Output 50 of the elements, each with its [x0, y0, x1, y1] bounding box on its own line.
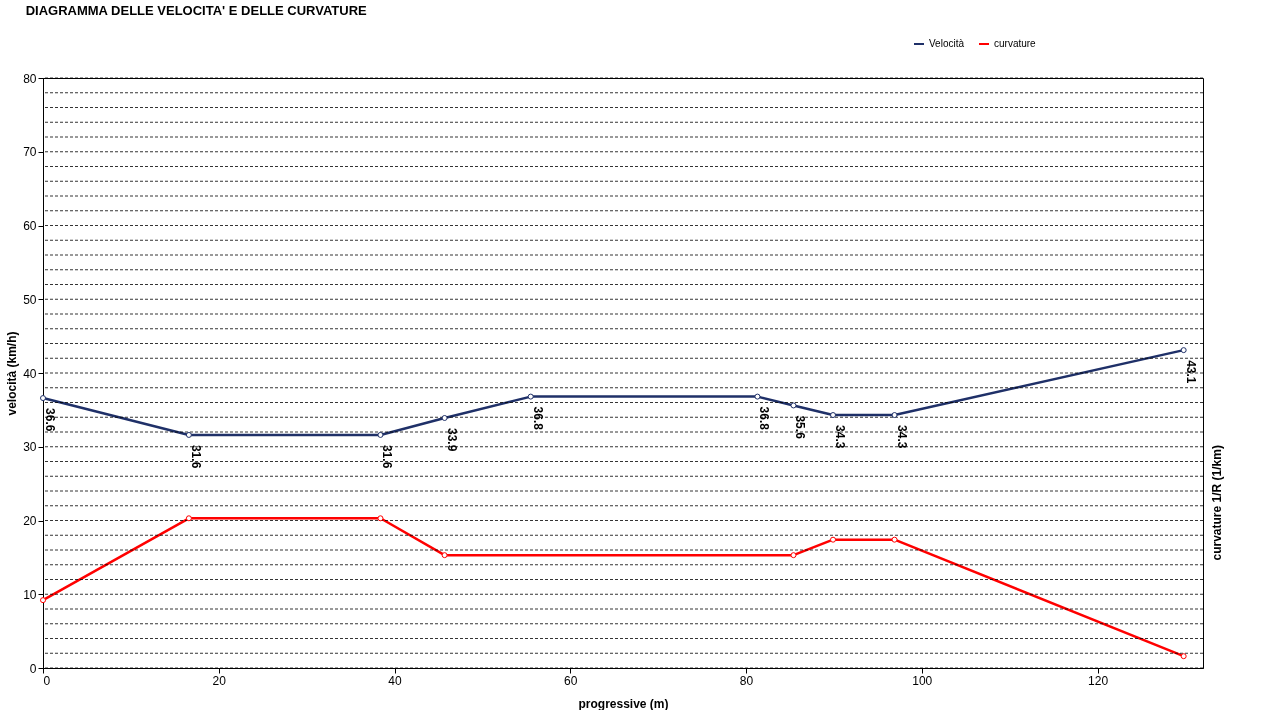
- x-tick-label: 0: [43, 673, 51, 688]
- x-tick-label: 60: [564, 673, 578, 688]
- data-label: 34.3: [833, 425, 848, 449]
- data-label: 36.6: [43, 408, 57, 432]
- y-tick-label: 40: [23, 366, 37, 381]
- point: [527, 393, 534, 400]
- point: [185, 515, 192, 522]
- point: [185, 431, 192, 438]
- data-label: 43.1: [1183, 360, 1198, 384]
- y-tick-label: 20: [23, 514, 37, 528]
- y-tick-label: 80: [23, 71, 37, 86]
- point: [377, 431, 384, 438]
- y-tick-label: 60: [23, 219, 37, 233]
- data-label: 33.9: [444, 427, 459, 452]
- point: [754, 393, 761, 400]
- data-label: 36.8: [757, 406, 772, 431]
- y-tick-label: 70: [23, 145, 37, 160]
- point: [790, 552, 797, 559]
- point: [377, 515, 384, 522]
- x-tick-label: 40: [388, 673, 403, 688]
- y-tick-label: 0: [29, 661, 37, 676]
- point: [1180, 653, 1187, 660]
- point: [830, 412, 837, 419]
- data-label: 31.6: [380, 444, 395, 469]
- y-tick-label: 10: [23, 587, 37, 602]
- point: [40, 597, 46, 604]
- x-tick-label: 20: [212, 673, 227, 688]
- x-tick-label: 80: [739, 673, 754, 688]
- chart-title: DIAGRAMMA DELLE VELOCITA' E DELLE CURVATURE: [25, 3, 368, 18]
- data-label: 35.6: [793, 415, 808, 440]
- point: [40, 395, 46, 402]
- point: [891, 412, 898, 419]
- point: [441, 414, 448, 421]
- point: [830, 536, 837, 543]
- y-tick-label: 30: [23, 440, 37, 455]
- point: [1180, 347, 1187, 354]
- y-tick-label: 50: [23, 292, 37, 307]
- x-tick-label: 100: [912, 673, 933, 688]
- data-label: 36.8: [530, 406, 545, 431]
- legend-label: Velocità: [929, 38, 965, 49]
- data-label: 31.6: [188, 444, 203, 469]
- x-tick-label: 120: [1088, 673, 1109, 688]
- y2-axis-title: curvature 1/R (1/km): [1210, 445, 1224, 561]
- y-axis-title: velocità (km/h): [5, 331, 20, 416]
- point: [441, 552, 448, 559]
- point: [790, 402, 797, 409]
- data-label: 34.3: [894, 425, 909, 449]
- point: [891, 536, 898, 543]
- x-axis-title: progressive (m): [578, 696, 669, 710]
- legend-label: curvature: [994, 38, 1037, 49]
